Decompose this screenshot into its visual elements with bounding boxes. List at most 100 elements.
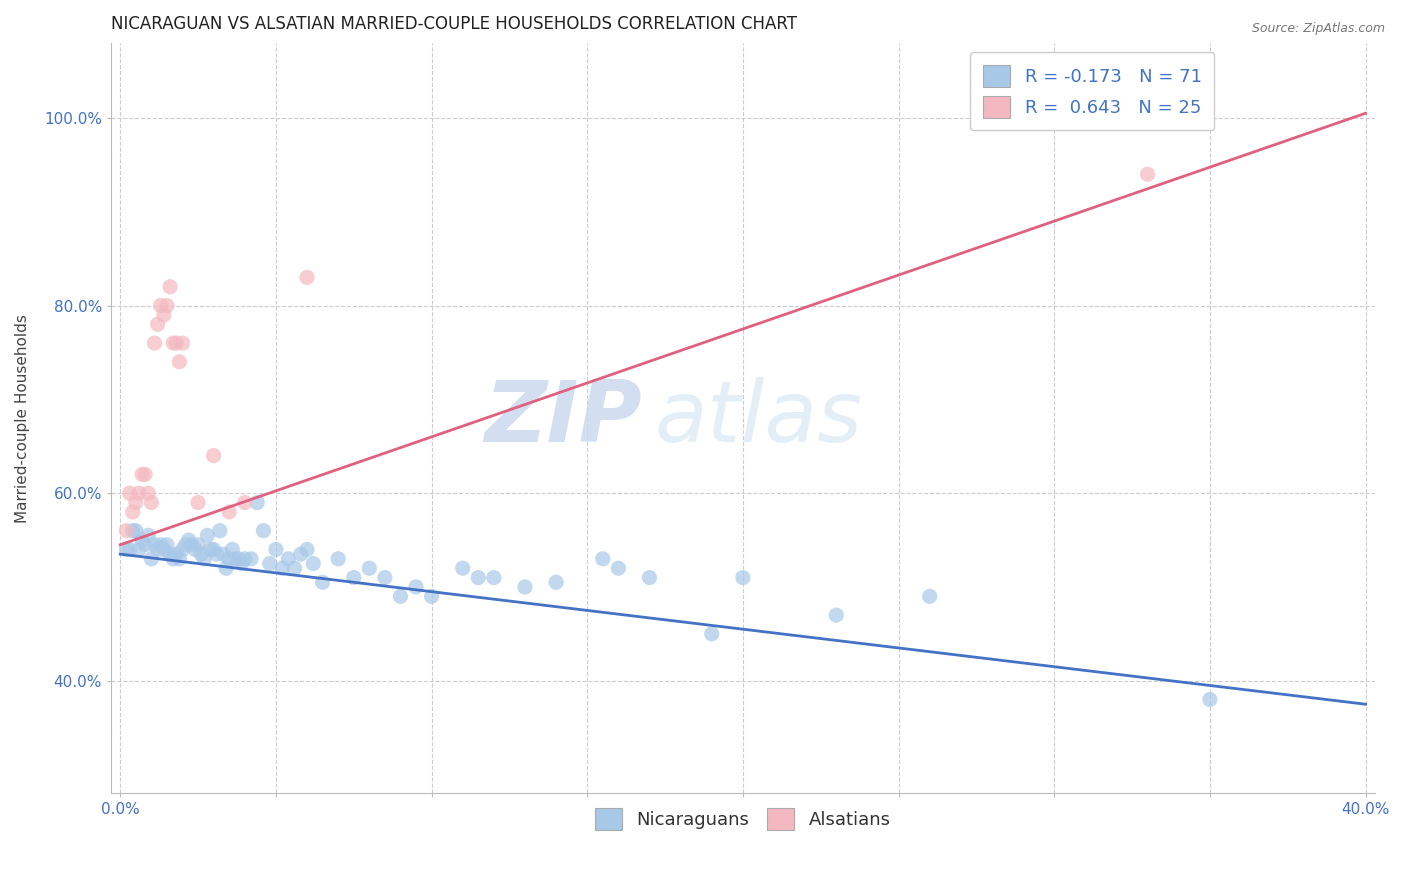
Point <box>169 355 191 369</box>
Point <box>115 542 138 557</box>
Point <box>187 538 209 552</box>
Text: NICARAGUAN VS ALSATIAN MARRIED-COUPLE HOUSEHOLDS CORRELATION CHART: NICARAGUAN VS ALSATIAN MARRIED-COUPLE HO… <box>111 15 797 33</box>
Text: ZIP: ZIP <box>484 376 641 459</box>
Point <box>202 449 225 463</box>
Point <box>134 467 156 482</box>
Point <box>118 486 141 500</box>
Point <box>218 505 240 519</box>
Point <box>141 495 163 509</box>
Text: atlas: atlas <box>654 376 862 459</box>
Point <box>125 524 148 538</box>
Point <box>169 551 191 566</box>
Point <box>118 542 141 557</box>
Point <box>233 495 256 509</box>
Point <box>149 538 172 552</box>
Point <box>121 524 143 538</box>
Point <box>136 486 159 500</box>
Point <box>177 533 200 547</box>
Point <box>156 299 179 313</box>
Point <box>451 561 474 575</box>
Point <box>165 336 187 351</box>
Point <box>125 495 148 509</box>
Point <box>202 542 225 557</box>
Point <box>153 308 176 322</box>
Y-axis label: Married-couple Households: Married-couple Households <box>15 314 30 523</box>
Point <box>513 580 536 594</box>
Point <box>162 336 184 351</box>
Point <box>389 590 412 604</box>
Point <box>174 538 197 552</box>
Point <box>277 551 299 566</box>
Point <box>212 547 235 561</box>
Point <box>131 467 153 482</box>
Point <box>153 542 176 557</box>
Point <box>405 580 427 594</box>
Point <box>149 299 172 313</box>
Point <box>295 270 318 285</box>
Point <box>218 551 240 566</box>
Point <box>290 547 312 561</box>
Point <box>146 318 169 332</box>
Point <box>302 557 325 571</box>
Point <box>159 280 181 294</box>
Point <box>224 551 246 566</box>
Point <box>143 336 166 351</box>
Point <box>115 524 138 538</box>
Point <box>246 495 269 509</box>
Point <box>311 575 333 590</box>
Point <box>146 542 169 557</box>
Point <box>252 524 274 538</box>
Point <box>467 571 489 585</box>
Point <box>228 551 250 566</box>
Point <box>359 561 381 575</box>
Point <box>259 557 281 571</box>
Point <box>197 528 219 542</box>
Point <box>825 608 848 623</box>
Point <box>134 538 156 552</box>
Point <box>284 561 307 575</box>
Point <box>328 551 350 566</box>
Point <box>638 571 661 585</box>
Point <box>271 561 294 575</box>
Point <box>295 542 318 557</box>
Point <box>159 547 181 561</box>
Point <box>193 551 215 566</box>
Point <box>420 590 443 604</box>
Point <box>156 538 179 552</box>
Point <box>180 538 202 552</box>
Point <box>231 557 253 571</box>
Point <box>1136 167 1159 181</box>
Point <box>482 571 505 585</box>
Point <box>731 571 754 585</box>
Point <box>240 551 263 566</box>
Point <box>215 561 238 575</box>
Point <box>607 561 630 575</box>
Legend: Nicaraguans, Alsatians: Nicaraguans, Alsatians <box>588 800 898 837</box>
Point <box>136 528 159 542</box>
Point <box>190 547 212 561</box>
Point <box>592 551 614 566</box>
Point <box>205 547 228 561</box>
Point <box>143 538 166 552</box>
Point <box>264 542 287 557</box>
Point <box>221 542 243 557</box>
Point <box>187 495 209 509</box>
Point <box>1199 692 1222 706</box>
Point <box>700 627 723 641</box>
Point <box>141 551 163 566</box>
Point <box>128 486 150 500</box>
Point <box>131 533 153 547</box>
Point <box>374 571 396 585</box>
Point <box>172 336 194 351</box>
Point <box>200 542 222 557</box>
Point <box>918 590 941 604</box>
Point <box>184 542 207 557</box>
Point <box>165 547 187 561</box>
Point <box>162 551 184 566</box>
Point <box>233 551 256 566</box>
Point <box>121 505 143 519</box>
Point <box>128 542 150 557</box>
Point <box>546 575 568 590</box>
Point <box>208 524 231 538</box>
Point <box>343 571 366 585</box>
